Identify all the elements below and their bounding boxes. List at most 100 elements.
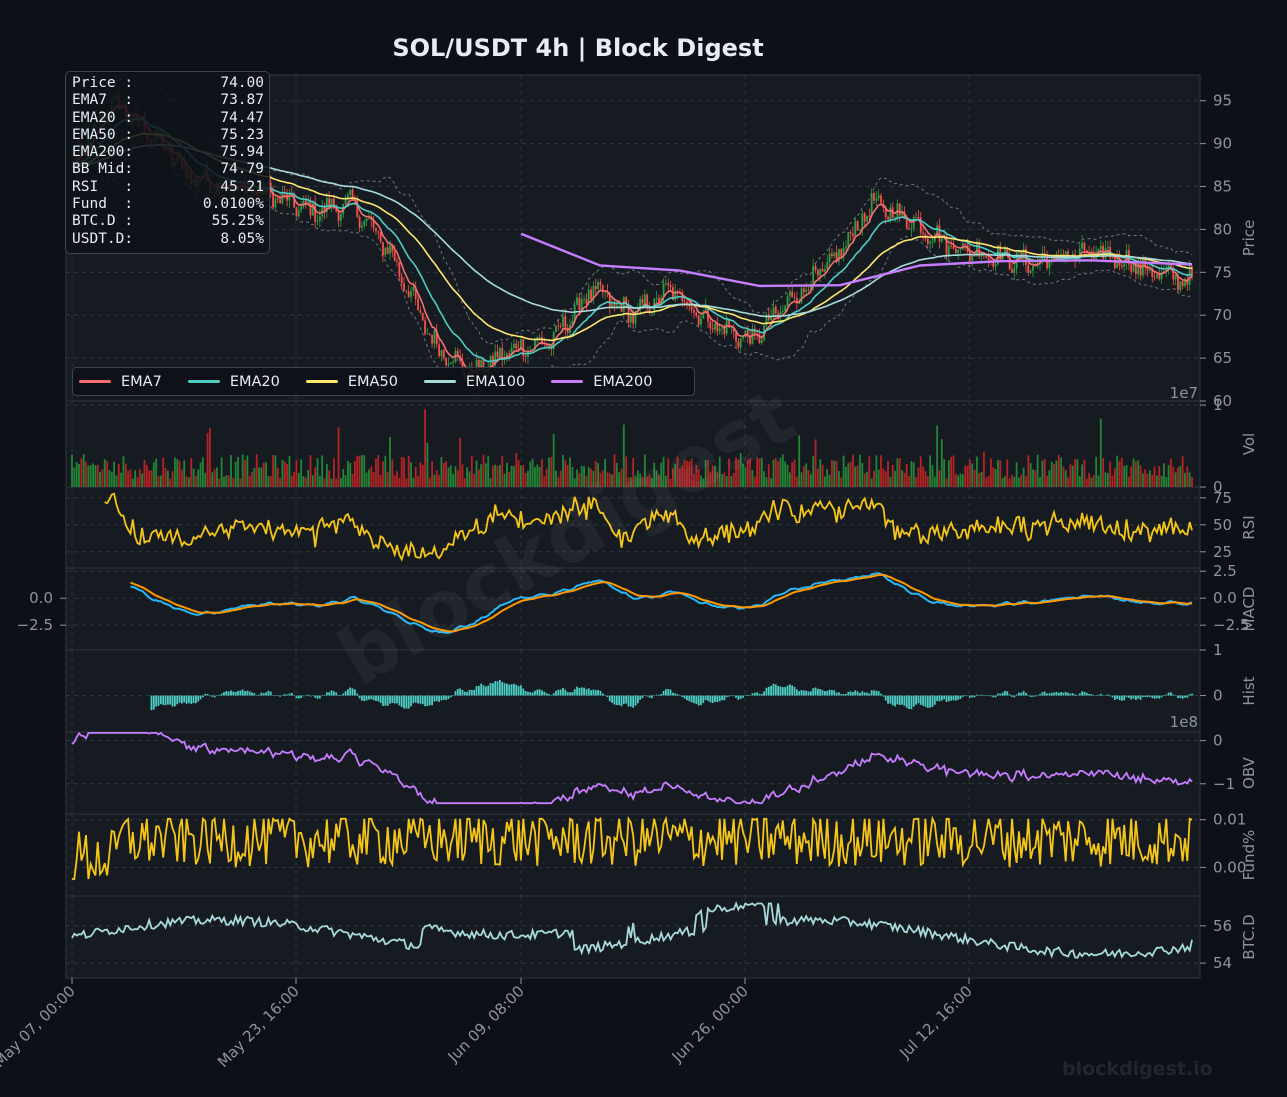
candle-body — [309, 201, 312, 216]
candle-body — [389, 245, 391, 254]
candle-body — [1067, 251, 1069, 259]
volume-bar — [382, 461, 384, 487]
volume-bar — [127, 470, 130, 487]
candle-body — [480, 360, 483, 371]
volume-bar — [903, 472, 906, 487]
histogram-bar — [770, 685, 773, 696]
y-tick-label: 0 — [1213, 478, 1223, 496]
histogram-bar — [494, 681, 497, 696]
volume-bar — [515, 452, 518, 487]
candle-body — [1106, 247, 1109, 249]
volume-bar — [1067, 477, 1069, 487]
histogram-bar — [1156, 695, 1158, 699]
candle-body — [1029, 270, 1032, 273]
volume-bar — [936, 425, 939, 487]
candle-body — [615, 304, 618, 307]
histogram-bar — [945, 695, 948, 702]
candle-body — [1184, 279, 1186, 286]
panel-macd — [65, 567, 1201, 651]
histogram-bar — [1004, 690, 1006, 696]
candle-body — [751, 328, 754, 344]
volume-bar — [957, 475, 960, 487]
volume-bar — [990, 458, 992, 487]
histogram-bar — [328, 692, 331, 696]
info-value: 74.79 — [220, 161, 264, 178]
histogram-bar — [870, 690, 873, 696]
histogram-bar — [1036, 695, 1039, 697]
volume-bar — [788, 472, 791, 487]
candle-body — [732, 326, 735, 332]
y-tick-label: 80 — [1213, 220, 1232, 238]
histogram-bar — [384, 695, 387, 706]
volume-bar — [585, 475, 588, 487]
panel-obv — [65, 731, 1201, 815]
volume-bar — [92, 463, 94, 487]
candle-body — [370, 217, 373, 221]
x-tick-label: May 07, 00:00 — [0, 982, 79, 1071]
volume-bar — [106, 461, 108, 487]
volume-bar — [1106, 473, 1109, 487]
volume-bar — [959, 473, 962, 487]
histogram-bar — [615, 695, 618, 706]
volume-bar — [358, 455, 361, 487]
volume-bar — [980, 471, 983, 487]
y-tick-label: 65 — [1213, 349, 1232, 367]
volume-bar — [424, 409, 426, 487]
histogram-bar — [1149, 695, 1151, 697]
histogram-bar — [980, 694, 983, 696]
volume-bar — [470, 455, 473, 487]
candle-body — [393, 251, 396, 261]
candle-body — [328, 198, 331, 209]
volume-bar — [344, 475, 347, 487]
volume-bar — [321, 455, 324, 487]
histogram-bar — [1188, 694, 1191, 696]
candle-body — [849, 232, 852, 234]
candle-body — [426, 333, 429, 335]
volume-bar — [220, 457, 223, 487]
histogram-bar — [975, 694, 978, 696]
candle-body — [957, 249, 960, 254]
y-tick-label: 1 — [1213, 396, 1223, 414]
candle-body — [1120, 265, 1123, 267]
candle-body — [1141, 258, 1144, 276]
histogram-bar — [1083, 691, 1086, 696]
candle-body — [424, 320, 426, 335]
histogram-bar — [990, 695, 992, 697]
histogram-bar — [1132, 695, 1135, 699]
candle-body — [599, 282, 602, 285]
candle-body — [910, 228, 913, 230]
histogram-bar — [849, 691, 852, 696]
histogram-bar — [758, 693, 761, 696]
volume-bar — [283, 461, 286, 487]
volume-bar — [166, 470, 169, 487]
candle-body — [781, 311, 784, 313]
volume-bar — [288, 456, 291, 487]
histogram-bar — [269, 691, 272, 696]
volume-bar — [162, 457, 165, 487]
volume-bar — [999, 460, 1002, 487]
volume-bar — [335, 478, 338, 487]
candle-body — [419, 310, 422, 313]
histogram-bar — [987, 695, 990, 697]
histogram-bar — [861, 691, 864, 696]
histogram-bar — [283, 693, 286, 696]
candle-body — [894, 217, 896, 219]
histogram-bar — [405, 695, 408, 709]
histogram-bar — [707, 695, 709, 701]
histogram-bar — [728, 695, 730, 697]
histogram-bar — [859, 692, 861, 696]
info-row: Fund : 0.0100% — [72, 196, 264, 213]
volume-bar — [368, 469, 370, 487]
volume-bar — [468, 471, 471, 487]
histogram-bar — [903, 695, 906, 706]
volume-bar — [391, 459, 394, 487]
volume-bar — [253, 467, 256, 487]
candle-body — [917, 217, 920, 218]
histogram-bar — [587, 688, 590, 696]
volume-bar — [954, 473, 957, 487]
volume-bar — [728, 458, 730, 487]
candle-body — [379, 232, 382, 243]
volume-bar — [459, 437, 462, 487]
candle-body — [1123, 263, 1126, 267]
histogram-bar — [908, 695, 910, 710]
